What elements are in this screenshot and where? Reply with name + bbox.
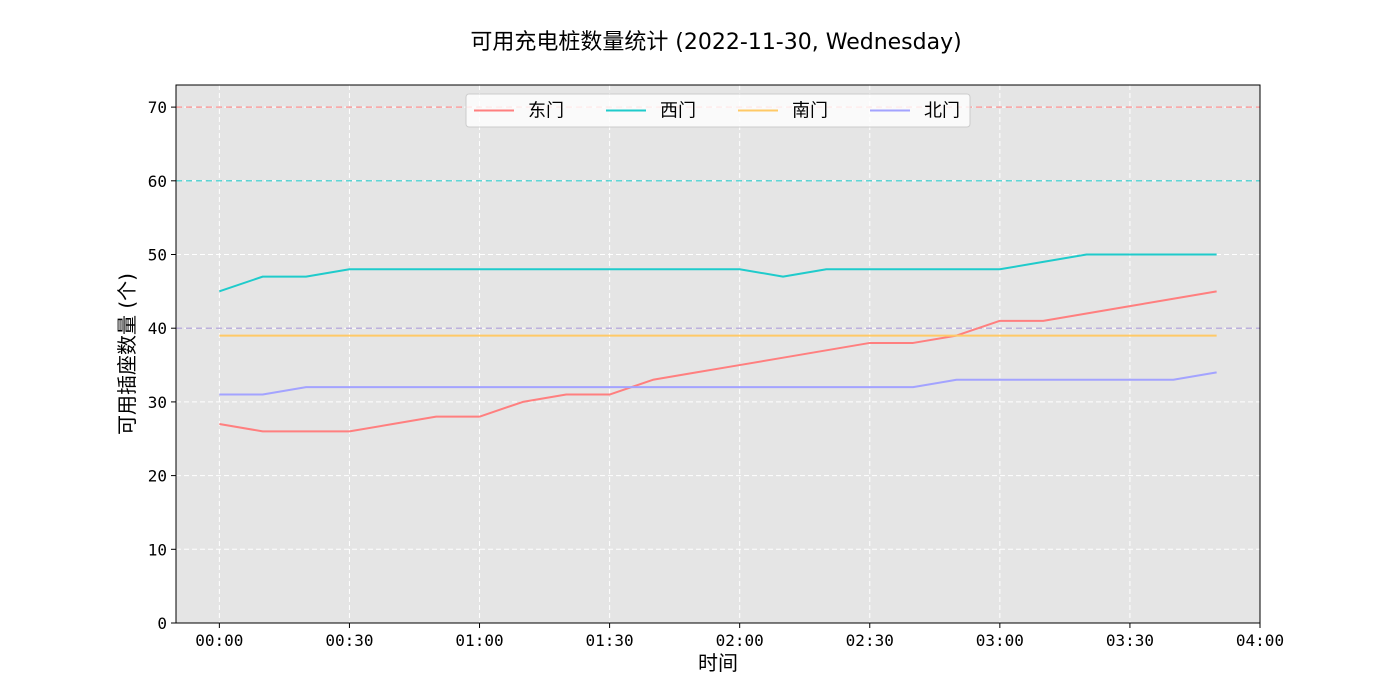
x-tick-label: 04:00 [1236,631,1284,650]
y-axis-ticks: 0 10 20 30 40 50 60 70 [148,98,176,633]
x-tick-label: 03:30 [1106,631,1154,650]
x-axis-ticks: 00:00 00:30 01:00 01:30 02:00 02:30 03:00 03:30… [195,623,1284,650]
y-tick-label: 30 [148,393,167,412]
x-axis-label: 时间 [698,651,738,675]
y-tick-label: 20 [148,467,167,486]
series-line [219,290,1217,433]
y-tick-label: 10 [148,540,167,559]
y-axis-label: 可用插座数量 (个) [115,273,139,435]
y-tick-label: 50 [148,246,167,265]
y-tick-label: 60 [148,172,167,191]
chart-title: 可用充电桩数量统计 (2022-11-30, Wednesday) [470,30,961,55]
y-tick-label: 70 [148,98,167,117]
x-tick-label: 02:30 [846,631,894,650]
series-line [219,371,1217,396]
legend-label: 西门 [660,101,696,122]
legend-label: 东门 [528,101,564,122]
x-tick-label: 01:30 [586,631,634,650]
x-tick-label: 03:00 [976,631,1024,650]
y-tick-label: 0 [157,614,167,633]
legend-box [465,93,971,128]
x-tick-label: 01:00 [455,631,503,650]
capacity-lines [176,106,1260,329]
x-tick-label: 00:00 [195,631,243,650]
legend: 东门 西门 南门 北门 [465,93,971,128]
plot-area [176,85,1260,623]
legend-label: 南门 [792,101,828,122]
series-line [219,253,1217,293]
plot-frame [175,84,1261,624]
y-tick-label: 40 [148,319,167,338]
legend-label: 北门 [924,101,960,122]
series-lines [219,253,1217,433]
x-tick-label: 00:30 [325,631,373,650]
x-tick-label: 02:00 [716,631,764,650]
